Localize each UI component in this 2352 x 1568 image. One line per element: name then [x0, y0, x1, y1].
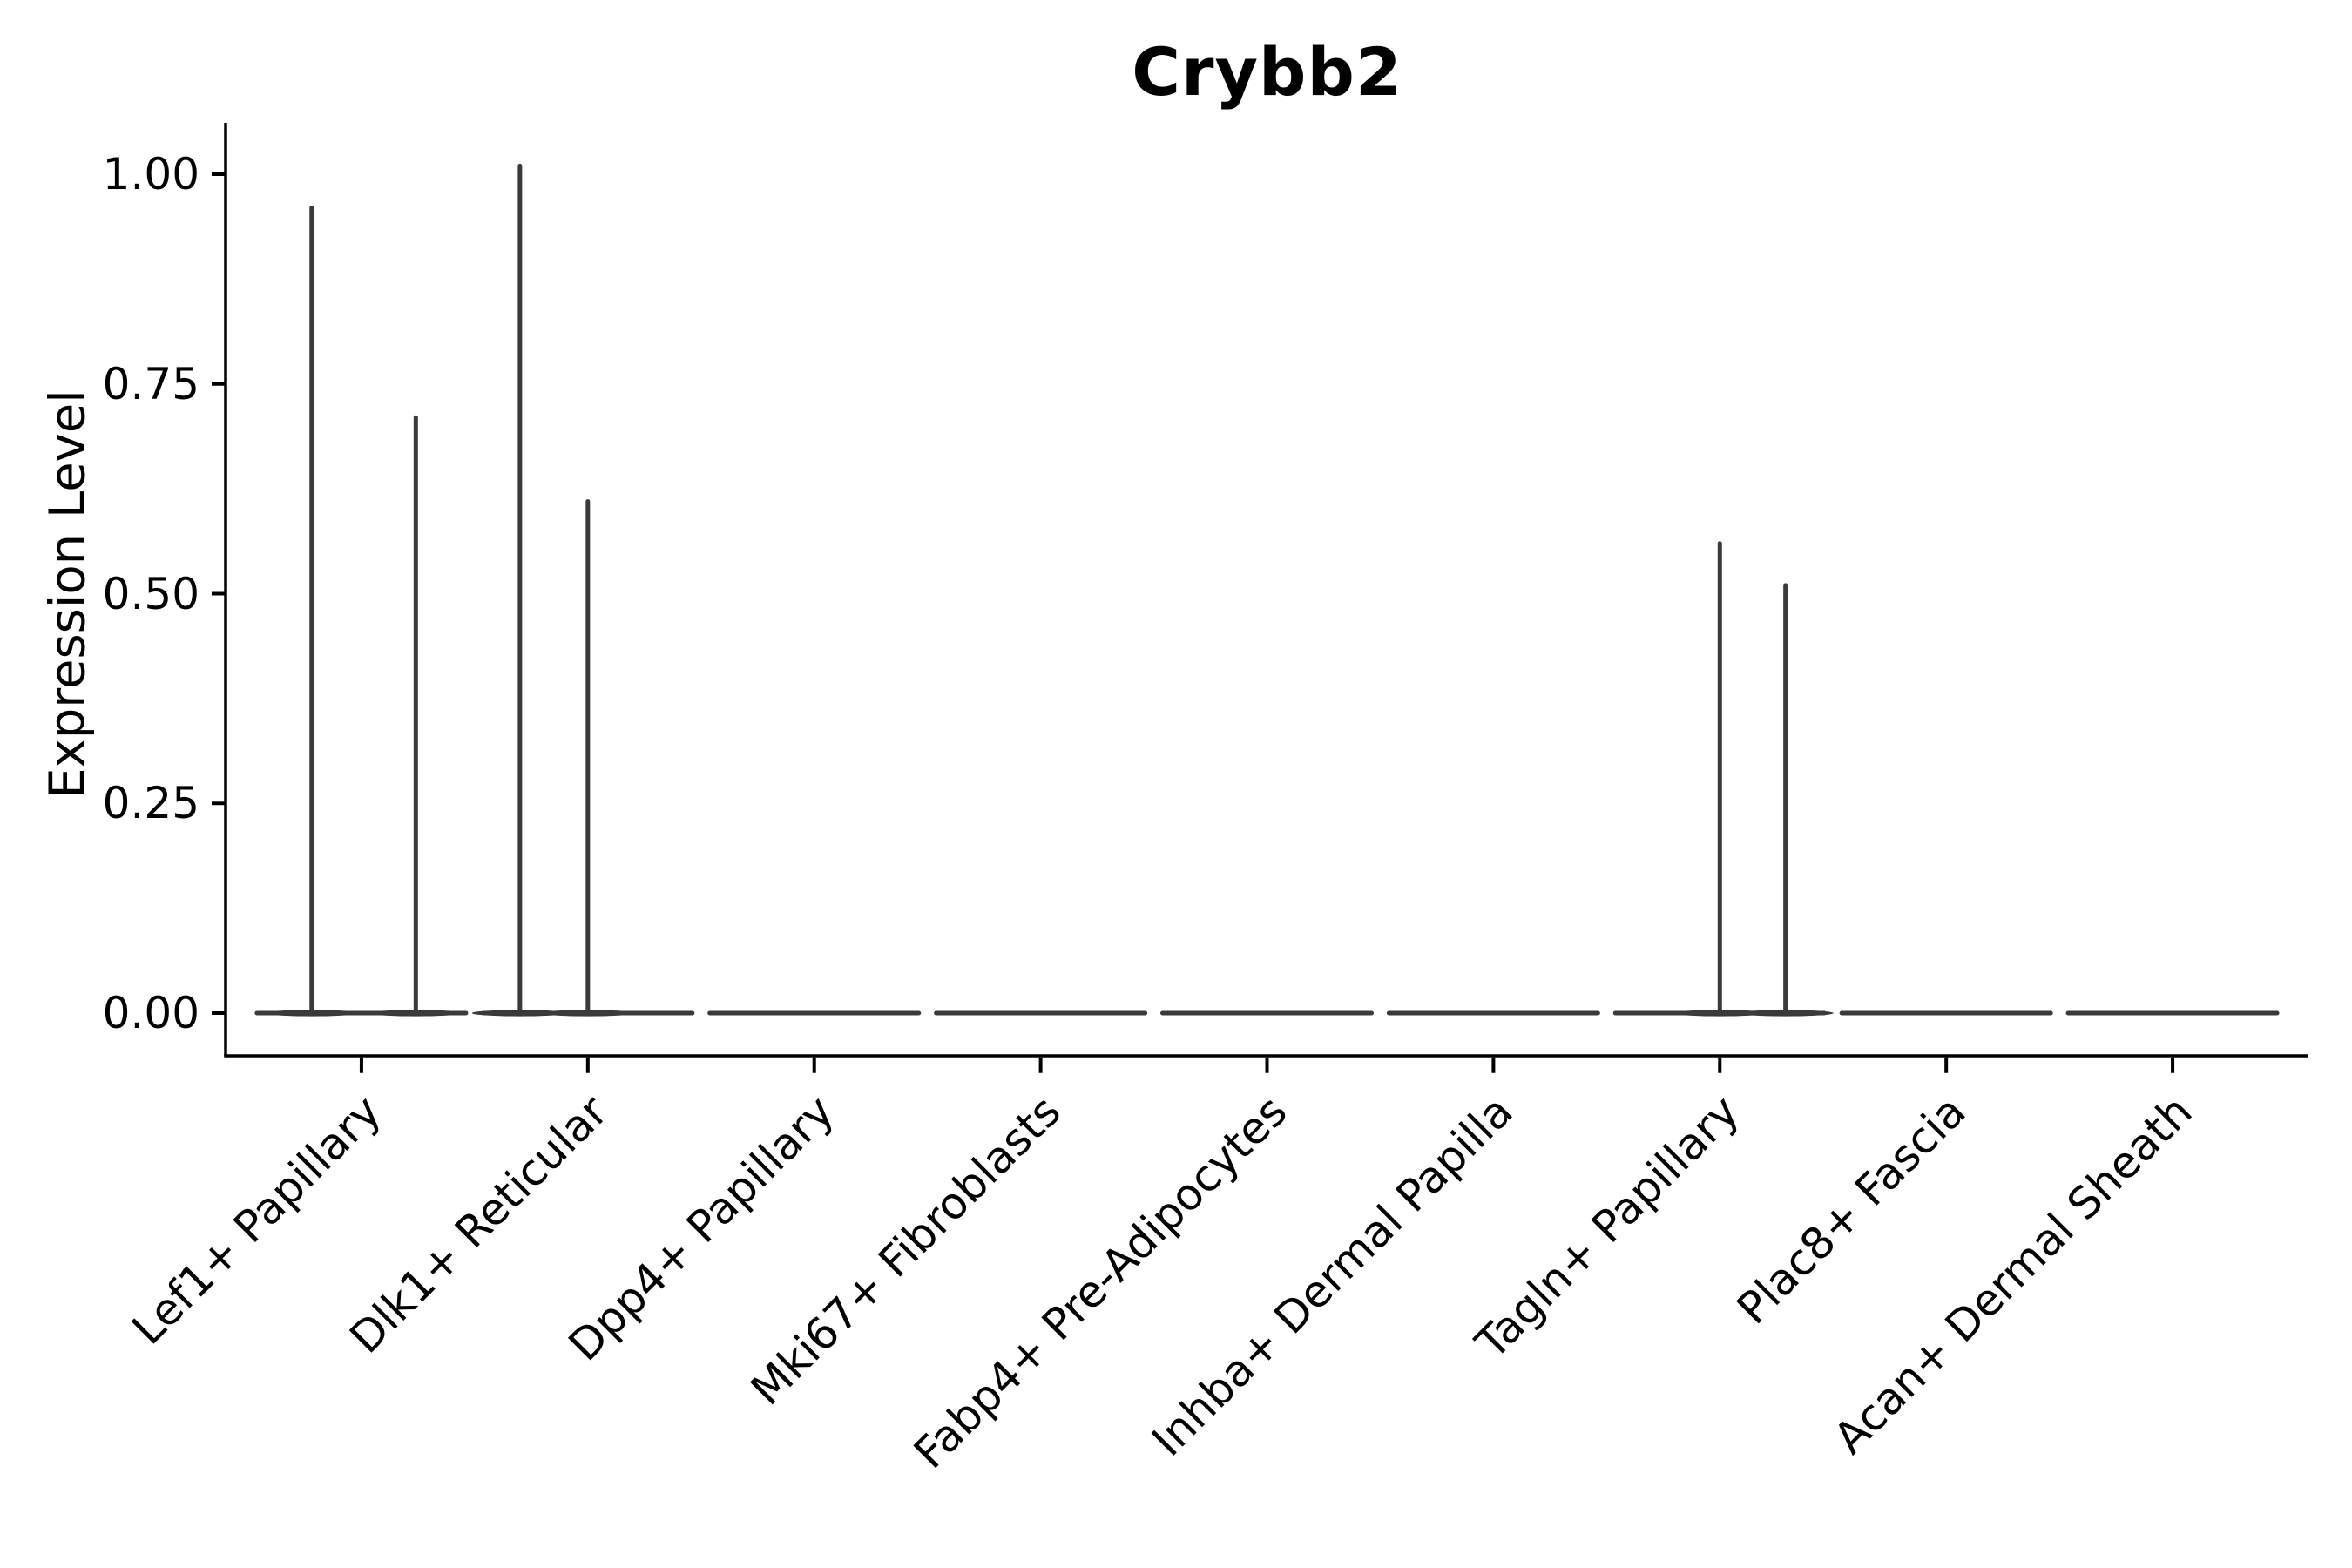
y-tick-label: 1.00: [102, 149, 199, 199]
y-tick-label: 0.75: [102, 358, 199, 409]
y-tick-label: 0.00: [102, 988, 199, 1038]
y-tick-label: 0.50: [102, 568, 199, 619]
y-tick-label: 0.25: [102, 778, 199, 829]
chart-title: Crybb2: [1132, 33, 1402, 111]
